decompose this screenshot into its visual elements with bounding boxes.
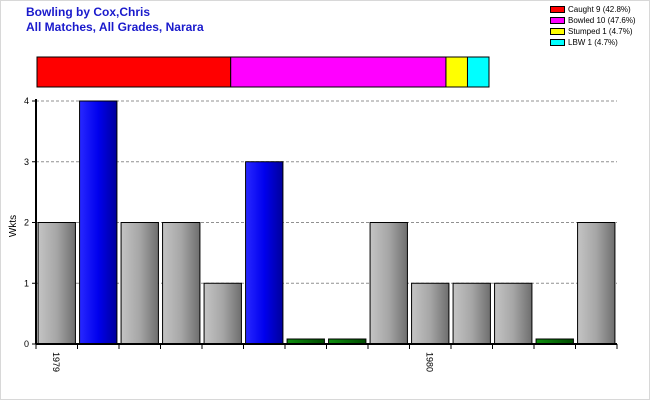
- y-tick-label: 4: [24, 96, 29, 106]
- dismissal-segment-bowled: [230, 56, 447, 88]
- bar: [369, 222, 408, 345]
- legend-item-lbw: LBW 1 (4.7%): [550, 37, 636, 47]
- chart-title: Bowling by Cox,Chris: [26, 5, 151, 19]
- legend-item-caught: Caught 9 (42.8%): [550, 4, 636, 14]
- dismissal-segment-caught: [36, 56, 232, 88]
- axes: [32, 99, 618, 349]
- legend-swatch-stumped: [550, 27, 565, 35]
- legend: Caught 9 (42.8%) Bowled 10 (47.6%) Stump…: [550, 4, 636, 48]
- x-tick-labels: 1979 1980: [51, 352, 435, 372]
- bar: [120, 222, 159, 345]
- legend-label-lbw: LBW 1 (4.7%): [568, 37, 618, 47]
- bar: [79, 100, 118, 345]
- legend-swatch-caught: [550, 5, 565, 13]
- y-tick-label: 2: [24, 218, 29, 228]
- bars: [37, 100, 616, 345]
- bar: [245, 161, 284, 345]
- y-tick-label: 1: [24, 278, 29, 288]
- bar: [162, 222, 201, 345]
- y-tick-labels: 0 1 2 3 4: [24, 96, 29, 349]
- legend-swatch-bowled: [550, 16, 565, 24]
- legend-label-caught: Caught 9 (42.8%): [568, 4, 631, 14]
- bar: [494, 282, 533, 345]
- dismissal-segment-lbw: [466, 56, 490, 88]
- bar: [203, 282, 242, 345]
- bar: [452, 282, 491, 345]
- bar: [577, 222, 616, 345]
- y-tick-label: 0: [24, 339, 29, 349]
- y-tick-label: 3: [24, 157, 29, 167]
- legend-label-stumped: Stumped 1 (4.7%): [568, 26, 633, 36]
- legend-label-bowled: Bowled 10 (47.6%): [568, 15, 636, 25]
- y-axis-title: Wkts: [8, 215, 19, 237]
- legend-item-bowled: Bowled 10 (47.6%): [550, 15, 636, 25]
- bar: [37, 222, 76, 345]
- dismissal-segment-stumped: [445, 56, 468, 88]
- x-tick-label: 1979: [51, 352, 61, 372]
- bar: [411, 282, 450, 345]
- chart-subtitle: All Matches, All Grades, Narara: [26, 20, 204, 34]
- legend-item-stumped: Stumped 1 (4.7%): [550, 26, 636, 36]
- legend-swatch-lbw: [550, 38, 565, 46]
- dismissal-summary-bar: [36, 56, 490, 88]
- x-tick-label: 1980: [424, 352, 434, 372]
